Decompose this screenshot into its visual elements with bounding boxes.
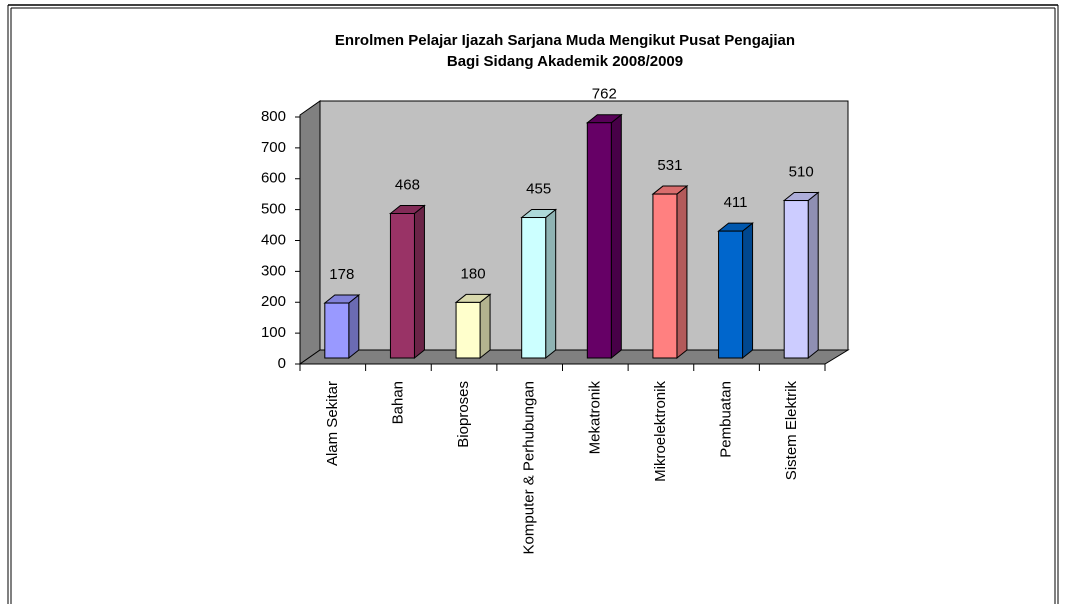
y-tick-label: 200: [261, 293, 286, 310]
value-label: 455: [526, 180, 551, 197]
bar: [718, 230, 744, 359]
bar: [521, 217, 547, 359]
y-tick-label: 400: [261, 231, 286, 248]
bar-side: [742, 222, 754, 360]
chart-title: Bagi Sidang Akademik 2008/2009: [447, 53, 683, 70]
bar: [652, 193, 678, 359]
bar-side: [348, 294, 360, 360]
x-tick-label: Bahan: [389, 381, 406, 424]
bar: [586, 122, 612, 359]
bar: [783, 200, 809, 359]
y-tick-label: 0: [278, 355, 286, 372]
value-label: 531: [657, 157, 682, 174]
value-label: 762: [592, 86, 617, 103]
y-tick-label: 800: [261, 108, 286, 125]
y-tick-label: 100: [261, 324, 286, 341]
x-tick-label: Pembuatan: [718, 381, 735, 458]
chart-title: Enrolmen Pelajar Ijazah Sarjana Muda Men…: [335, 32, 795, 49]
x-tick-label: Mekatronik: [586, 381, 603, 455]
x-tick-label: Sistem Elektrik: [783, 381, 800, 481]
y-tick-label: 600: [261, 170, 286, 187]
floor: [298, 349, 850, 365]
x-tick-label: Mikroelektronik: [652, 381, 669, 482]
y-tick-label: 500: [261, 201, 286, 218]
bar-side: [676, 185, 688, 360]
bar-side: [545, 208, 557, 360]
bar: [324, 302, 350, 359]
value-label: 180: [461, 265, 486, 282]
frame: [7, 4, 1059, 604]
x-tick-label: Bioproses: [455, 381, 472, 448]
bar: [389, 213, 415, 359]
value-label: 178: [329, 266, 354, 283]
y-tick-label: 700: [261, 139, 286, 156]
side-wall: [299, 100, 321, 365]
bar-side: [479, 293, 491, 360]
x-tick-label: Alam Sekitar: [324, 381, 341, 466]
value-label: 510: [789, 164, 814, 181]
bar-side: [413, 204, 425, 360]
x-tick-label: Komputer & Perhubungan: [521, 381, 538, 554]
value-label: 468: [395, 176, 420, 193]
value-label: 411: [724, 194, 748, 211]
bar-side: [610, 113, 622, 360]
bar-side: [807, 191, 819, 360]
y-tick-label: 300: [261, 262, 286, 279]
bar: [455, 301, 481, 359]
